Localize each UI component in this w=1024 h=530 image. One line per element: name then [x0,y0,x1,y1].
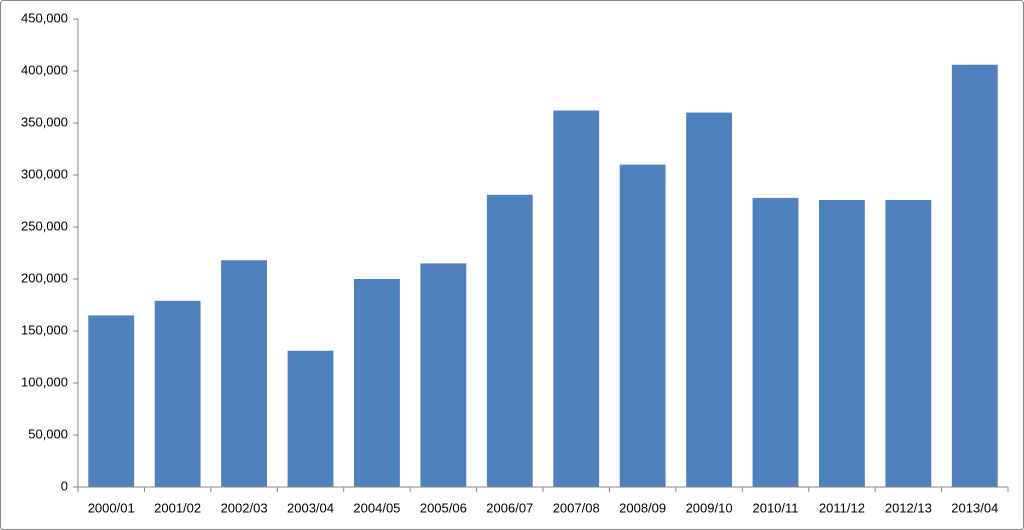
bar [287,350,334,487]
bar [686,112,732,487]
bar [819,199,865,487]
bar [619,164,666,487]
x-tick-label: 2005/06 [420,500,467,515]
y-tick-label: 450,000 [21,10,68,25]
y-tick-label: 300,000 [21,166,68,181]
bar [154,300,201,487]
x-tick-label: 2012/13 [885,500,932,515]
y-tick-label: 100,000 [21,374,68,389]
x-tick-label: 2013/04 [951,500,998,515]
x-tick-label: 2000/01 [88,500,135,515]
x-tick-label: 2011/12 [819,500,865,515]
bar [752,197,799,487]
x-tick-label: 2007/08 [553,500,600,515]
bar [354,279,400,487]
x-tick-label: 2008/09 [619,500,666,515]
y-tick-label: 150,000 [21,322,68,337]
bar [885,199,932,487]
y-tick-label: 0 [61,478,68,493]
y-tick-label: 200,000 [21,270,68,285]
x-tick-label: 2001/02 [154,500,201,515]
x-tick-label: 2010/11 [752,500,798,515]
y-tick-label: 50,000 [28,426,68,441]
y-tick-label: 350,000 [21,114,68,129]
bar [88,315,135,487]
x-tick-label: 2004/05 [353,500,400,515]
y-tick-label: 250,000 [21,218,68,233]
bar [486,194,533,487]
x-tick-label: 2002/03 [221,500,268,515]
bar [221,260,267,487]
x-tick-label: 2003/04 [287,500,334,515]
bar [951,64,998,487]
x-tick-label: 2009/10 [686,500,733,515]
x-tick-label: 2006/07 [486,500,533,515]
y-tick-label: 400,000 [21,62,68,77]
bar [420,263,467,487]
bar [553,110,600,488]
